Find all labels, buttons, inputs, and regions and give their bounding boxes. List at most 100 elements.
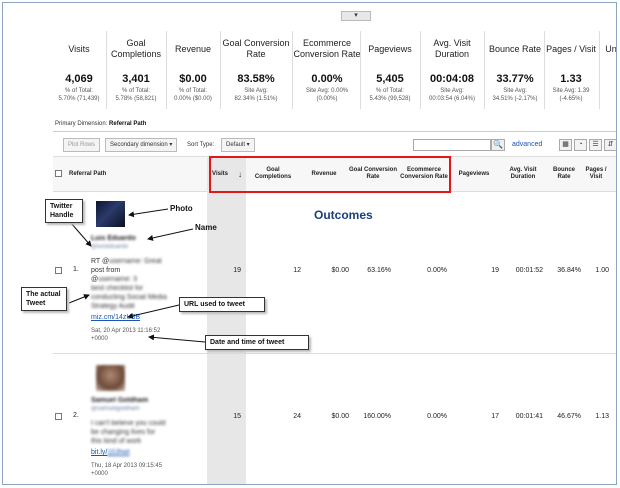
- cell-avg-visit-duration: 00:01:52: [515, 267, 543, 274]
- sort-desc-icon[interactable]: ↓: [238, 169, 242, 179]
- metric-sub-value: (-4.65%): [559, 96, 583, 102]
- column-header-goal-conversion-rate[interactable]: Goal Conversion Rate: [349, 167, 398, 180]
- sort-type-dropdown[interactable]: Default ▾: [221, 138, 255, 152]
- cell-pageviews: 17: [491, 413, 499, 420]
- arrow-handle: [70, 222, 92, 247]
- pie-view-icon[interactable]: ◔: [574, 139, 587, 151]
- metric-header-visits[interactable]: Visits: [68, 43, 90, 54]
- metric-value-bounce-rate: 33.77%: [496, 73, 534, 85]
- twitter-handle[interactable]: @samuelgoldham: [91, 406, 140, 412]
- tweet-line: @username: 3: [91, 275, 167, 284]
- metric-sub-label: % of Total:: [65, 88, 93, 94]
- metric-sub-value: 0.00% ($0.00): [174, 96, 212, 102]
- cell-pages-visit: 1.00: [595, 267, 609, 274]
- tweet-fragment: @: [91, 276, 99, 283]
- primary-dimension-value[interactable]: Referral Path: [109, 121, 147, 127]
- tweet-line: best checklist for: [91, 285, 144, 292]
- arrow-url: [127, 304, 180, 319]
- metric-sub-label: % of Total:: [376, 88, 404, 94]
- column-header-pages-visit[interactable]: Pages / Visit: [585, 167, 607, 180]
- tweet-url-link[interactable]: miz.cm/14zU8B: [91, 314, 141, 321]
- tweet-line: post from: [91, 267, 121, 274]
- row-checkbox[interactable]: [55, 267, 62, 274]
- cell-ecommerce-conversion-rate: 0.00%: [427, 413, 447, 420]
- cell-goal-completions: 12: [293, 267, 301, 274]
- metric-sub-value: 34.51% (-2.17%): [492, 96, 538, 102]
- metric-header-ecommerce-conversion-rate[interactable]: Ecommerce Conversion Rate: [293, 38, 361, 59]
- metric-sub-value: (0.00%): [316, 96, 338, 102]
- callout-date-time: Date and time of tweet: [205, 335, 309, 350]
- column-header-ecommerce-conversion-rate[interactable]: Ecommerce Conversion Rate: [400, 167, 448, 180]
- metric-divider: [166, 31, 167, 109]
- row-number: 2.: [73, 412, 79, 419]
- metric-header-bounce-rate[interactable]: Bounce Rate: [488, 43, 542, 54]
- plot-rows-button[interactable]: Plot Rows: [63, 138, 101, 152]
- column-header-visits[interactable]: Visits: [212, 170, 228, 177]
- metric-value-goal-completions: 3,401: [122, 73, 150, 85]
- primary-dimension: Primary Dimension: Referral Path: [55, 121, 146, 127]
- column-header-goal-completions[interactable]: Goal Completions: [254, 167, 292, 180]
- metric-sub-value: 00:03:54 (6.04%): [428, 96, 476, 102]
- tweet-text: RT @username: Great post from @username:…: [91, 257, 167, 311]
- annotation-arrows: [68, 208, 206, 343]
- tweet-line: be changing lives for: [91, 429, 156, 436]
- row-number: 1.: [73, 266, 79, 273]
- column-header-avg-visit-duration[interactable]: Avg. Visit Duration: [509, 167, 537, 180]
- metric-header-goal-completions[interactable]: Goal Completions: [110, 38, 162, 59]
- metric-sub-bounce-rate: Site Avg: 34.51% (-2.17%): [485, 87, 545, 103]
- twitter-handle[interactable]: @luiseduardo: [91, 244, 129, 250]
- metric-sub-label: Site Avg: 1.39: [552, 88, 590, 94]
- column-header-pageviews[interactable]: Pageviews: [458, 170, 490, 177]
- callout-url-used: URL used to tweet: [179, 297, 265, 312]
- tweet-line: this kind of work: [91, 438, 142, 445]
- comparison-view-icon[interactable]: ⇵: [604, 139, 616, 151]
- table-search-input[interactable]: [413, 139, 491, 151]
- metric-sub-label: Site Avg:: [503, 88, 527, 94]
- metric-header-truncated[interactable]: Un: [605, 43, 617, 54]
- column-header-revenue[interactable]: Revenue: [311, 170, 337, 177]
- outcomes-annotation: Outcomes: [314, 208, 373, 222]
- metric-sub-goal-completions: % of Total: 5.78% (58,821): [107, 87, 165, 103]
- metric-header-pageviews[interactable]: Pageviews: [368, 43, 412, 54]
- performance-view-icon[interactable]: ☰: [589, 139, 602, 151]
- metric-divider: [484, 31, 485, 109]
- tweet-url-blurred[interactable]: 10Jhwt: [107, 449, 130, 456]
- column-header-referral-path[interactable]: Referral Path: [69, 170, 107, 177]
- metric-divider: [360, 31, 361, 109]
- column-header-bounce-rate[interactable]: Bounce Rate: [552, 167, 575, 180]
- select-all-checkbox[interactable]: [55, 170, 62, 177]
- metric-divider: [599, 31, 600, 109]
- metric-value-pages-visit: 1.33: [560, 73, 582, 85]
- collapse-toggle-button[interactable]: ▾: [341, 11, 371, 21]
- metric-header-revenue[interactable]: Revenue: [174, 43, 212, 54]
- metric-header-avg-visit-duration[interactable]: Avg. Visit Duration: [433, 38, 471, 59]
- table-view-icon[interactable]: ▦: [559, 139, 572, 151]
- advanced-filter-link[interactable]: advanced: [512, 141, 543, 148]
- cell-goal-conversion-rate: 63.16%: [367, 267, 391, 274]
- tweet-line: I can't believe you could: [91, 420, 166, 427]
- arrow-photo: [128, 208, 169, 218]
- metric-sub-pages-visit: Site Avg: 1.39 (-4.65%): [545, 87, 597, 103]
- row-separator: [53, 353, 616, 354]
- metric-value-goal-conversion-rate: 83.58%: [237, 73, 275, 85]
- metric-value-avg-visit-duration: 00:04:08: [429, 73, 475, 85]
- tweet-line: Strategy Audit: [91, 303, 135, 310]
- metric-value-pageviews: 5,405: [376, 73, 404, 85]
- sort-type-label: Sort Type:: [187, 142, 215, 148]
- metric-header-pages-visit[interactable]: Pages / Visit: [546, 43, 596, 54]
- tweet-fragment-blurred: username: Great: [109, 258, 162, 265]
- metric-sub-value: 5.78% (58,821): [115, 96, 157, 102]
- search-icon[interactable]: 🔍: [491, 139, 505, 151]
- metric-divider: [106, 31, 107, 109]
- row-checkbox[interactable]: [55, 413, 62, 420]
- secondary-dimension-dropdown[interactable]: Secondary dimension ▾: [105, 138, 178, 152]
- tweet-timezone: +0000: [91, 471, 108, 477]
- tweet-url-link[interactable]: bit.ly/10Jhwt: [91, 449, 130, 456]
- tweet-url-prefix[interactable]: bit.ly/: [91, 449, 108, 456]
- label-name: Name: [195, 223, 217, 232]
- arrow-date: [148, 334, 206, 343]
- metric-value-ecommerce-conversion-rate: 0.00%: [311, 73, 343, 85]
- cell-revenue: $0.00: [331, 267, 349, 274]
- metric-header-goal-conversion-rate[interactable]: Goal Conversion Rate: [222, 38, 290, 59]
